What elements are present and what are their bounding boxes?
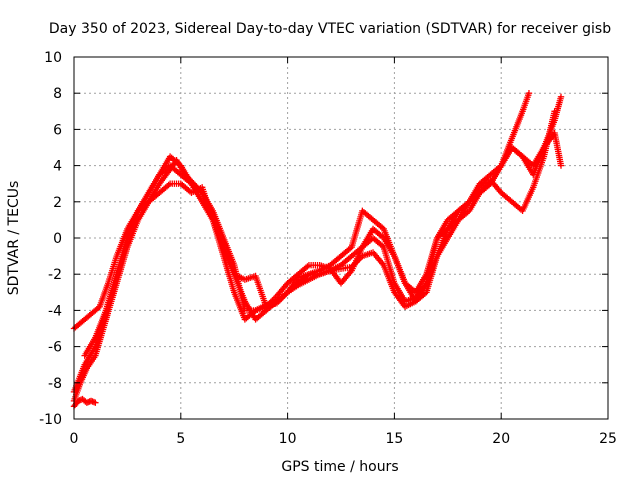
y-tick-label: -4 — [48, 303, 62, 319]
y-tick-label: 0 — [53, 231, 62, 247]
x-axis-label: GPS time / hours — [281, 459, 398, 475]
data-points — [70, 90, 565, 410]
y-tick-label: -8 — [48, 376, 62, 392]
data-point — [557, 162, 565, 169]
x-tick-label: 10 — [279, 431, 297, 447]
x-tick-label: 0 — [70, 431, 79, 447]
grid — [74, 57, 608, 419]
tick-labels: 0 5 10 15 20 25 -10 -8 -6 -4 -2 0 2 4 6 8 10 — [39, 50, 617, 447]
chart-title: Day 350 of 2023, Sidereal Day-to-day VTE… — [49, 21, 611, 37]
data-point — [557, 93, 565, 101]
series-track-4 — [70, 108, 558, 396]
y-tick-label: 6 — [53, 122, 62, 138]
x-tick-label: 15 — [385, 431, 403, 447]
series-track-5 — [70, 395, 99, 410]
series-track-1 — [70, 90, 533, 405]
data-point — [92, 399, 99, 406]
series-track-3 — [81, 129, 565, 359]
x-tick-label: 20 — [492, 431, 510, 447]
data-point — [525, 90, 533, 97]
y-axis-label: SDTVAR / TECUs — [6, 181, 22, 296]
y-tick-label: 8 — [53, 86, 62, 102]
x-tick-label: 25 — [599, 431, 617, 447]
y-tick-label: -2 — [48, 267, 62, 283]
tick-marks — [73, 56, 609, 420]
y-tick-label: -6 — [48, 340, 62, 356]
y-tick-label: -10 — [39, 412, 62, 428]
data-point — [551, 108, 558, 115]
y-tick-label: 10 — [44, 50, 62, 66]
x-tick-label: 5 — [176, 431, 185, 447]
y-tick-label: 4 — [53, 159, 62, 175]
y-tick-label: 2 — [53, 195, 62, 211]
